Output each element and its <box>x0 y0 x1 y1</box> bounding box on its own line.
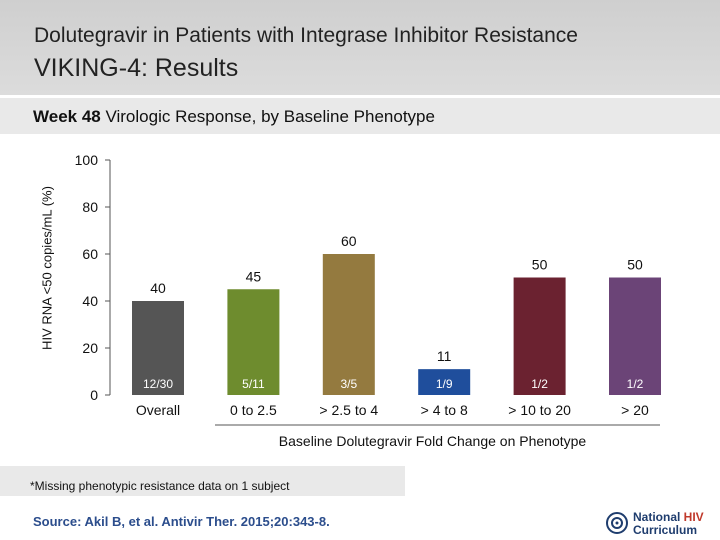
logo: National HIV Curriculum <box>605 508 715 538</box>
x-tick-label: > 4 to 8 <box>421 402 468 418</box>
footnote-box: *Missing phenotypic resistance data on 1… <box>0 466 405 496</box>
slide-title: Dolutegravir in Patients with Integrase … <box>34 24 578 47</box>
logo-hiv: HIV <box>683 510 704 524</box>
logo-national: National <box>633 510 684 524</box>
section-bar <box>0 98 720 134</box>
y-tick-label: 60 <box>82 246 98 262</box>
bar-value-label: 40 <box>150 280 166 296</box>
bar-fraction-label: 1/2 <box>627 377 644 391</box>
bar-value-label: 11 <box>437 348 452 364</box>
bar <box>322 254 375 395</box>
logo-line1: National HIV <box>633 510 704 524</box>
bar-fraction-label: 12/30 <box>143 377 173 391</box>
bar-chart: 0 20 40 60 80 100 40 12/30 Overall 45 5/11 0 to 2.5… <box>75 152 661 426</box>
x-axis-label: Baseline Dolutegravir Fold Change on Phe… <box>278 433 587 449</box>
chart-heading-bold: Week 48 <box>33 107 101 126</box>
slide-subtitle: VIKING-4: Results <box>34 54 239 82</box>
footnote-text: *Missing phenotypic resistance data on 1… <box>30 479 290 493</box>
logo-icon <box>606 512 628 534</box>
bar-value-label: 50 <box>627 257 643 273</box>
x-tick-label: > 10 to 20 <box>508 402 571 418</box>
x-tick-label: > 20 <box>621 402 649 418</box>
y-tick-label: 80 <box>82 199 98 215</box>
bar-fraction-label: 1/9 <box>436 377 453 391</box>
title-banner: Dolutegravir in Patients with Integrase … <box>0 0 720 95</box>
x-tick-label: > 2.5 to 4 <box>319 402 378 418</box>
bar <box>132 301 184 395</box>
bar-fraction-label: 3/5 <box>340 377 357 391</box>
bar-value-label: 45 <box>246 268 262 284</box>
source-citation: Source: Akil B, et al. Antivir Ther. 201… <box>33 514 330 529</box>
chart-heading-rest: Virologic Response, by Baseline Phenotyp… <box>100 107 435 126</box>
bar <box>418 369 471 395</box>
bar-fraction-label: 1/2 <box>531 377 548 391</box>
chart-heading: Week 48 Virologic Response, by Baseline … <box>33 107 435 127</box>
bar-fraction-label: 5/11 <box>242 377 265 391</box>
bar <box>513 277 566 395</box>
y-tick-label: 0 <box>90 387 98 403</box>
y-tick-label: 40 <box>82 293 98 309</box>
bar-value-label: 60 <box>341 233 357 249</box>
y-tick-label: 20 <box>82 340 98 356</box>
y-tick-label: 100 <box>75 152 99 168</box>
bar <box>609 277 661 395</box>
logo-line2: Curriculum <box>633 523 698 537</box>
bar <box>227 289 280 395</box>
bar-value-label: 50 <box>532 257 548 273</box>
x-tick-label: 0 to 2.5 <box>230 402 277 418</box>
x-tick-label: Overall <box>136 402 180 418</box>
